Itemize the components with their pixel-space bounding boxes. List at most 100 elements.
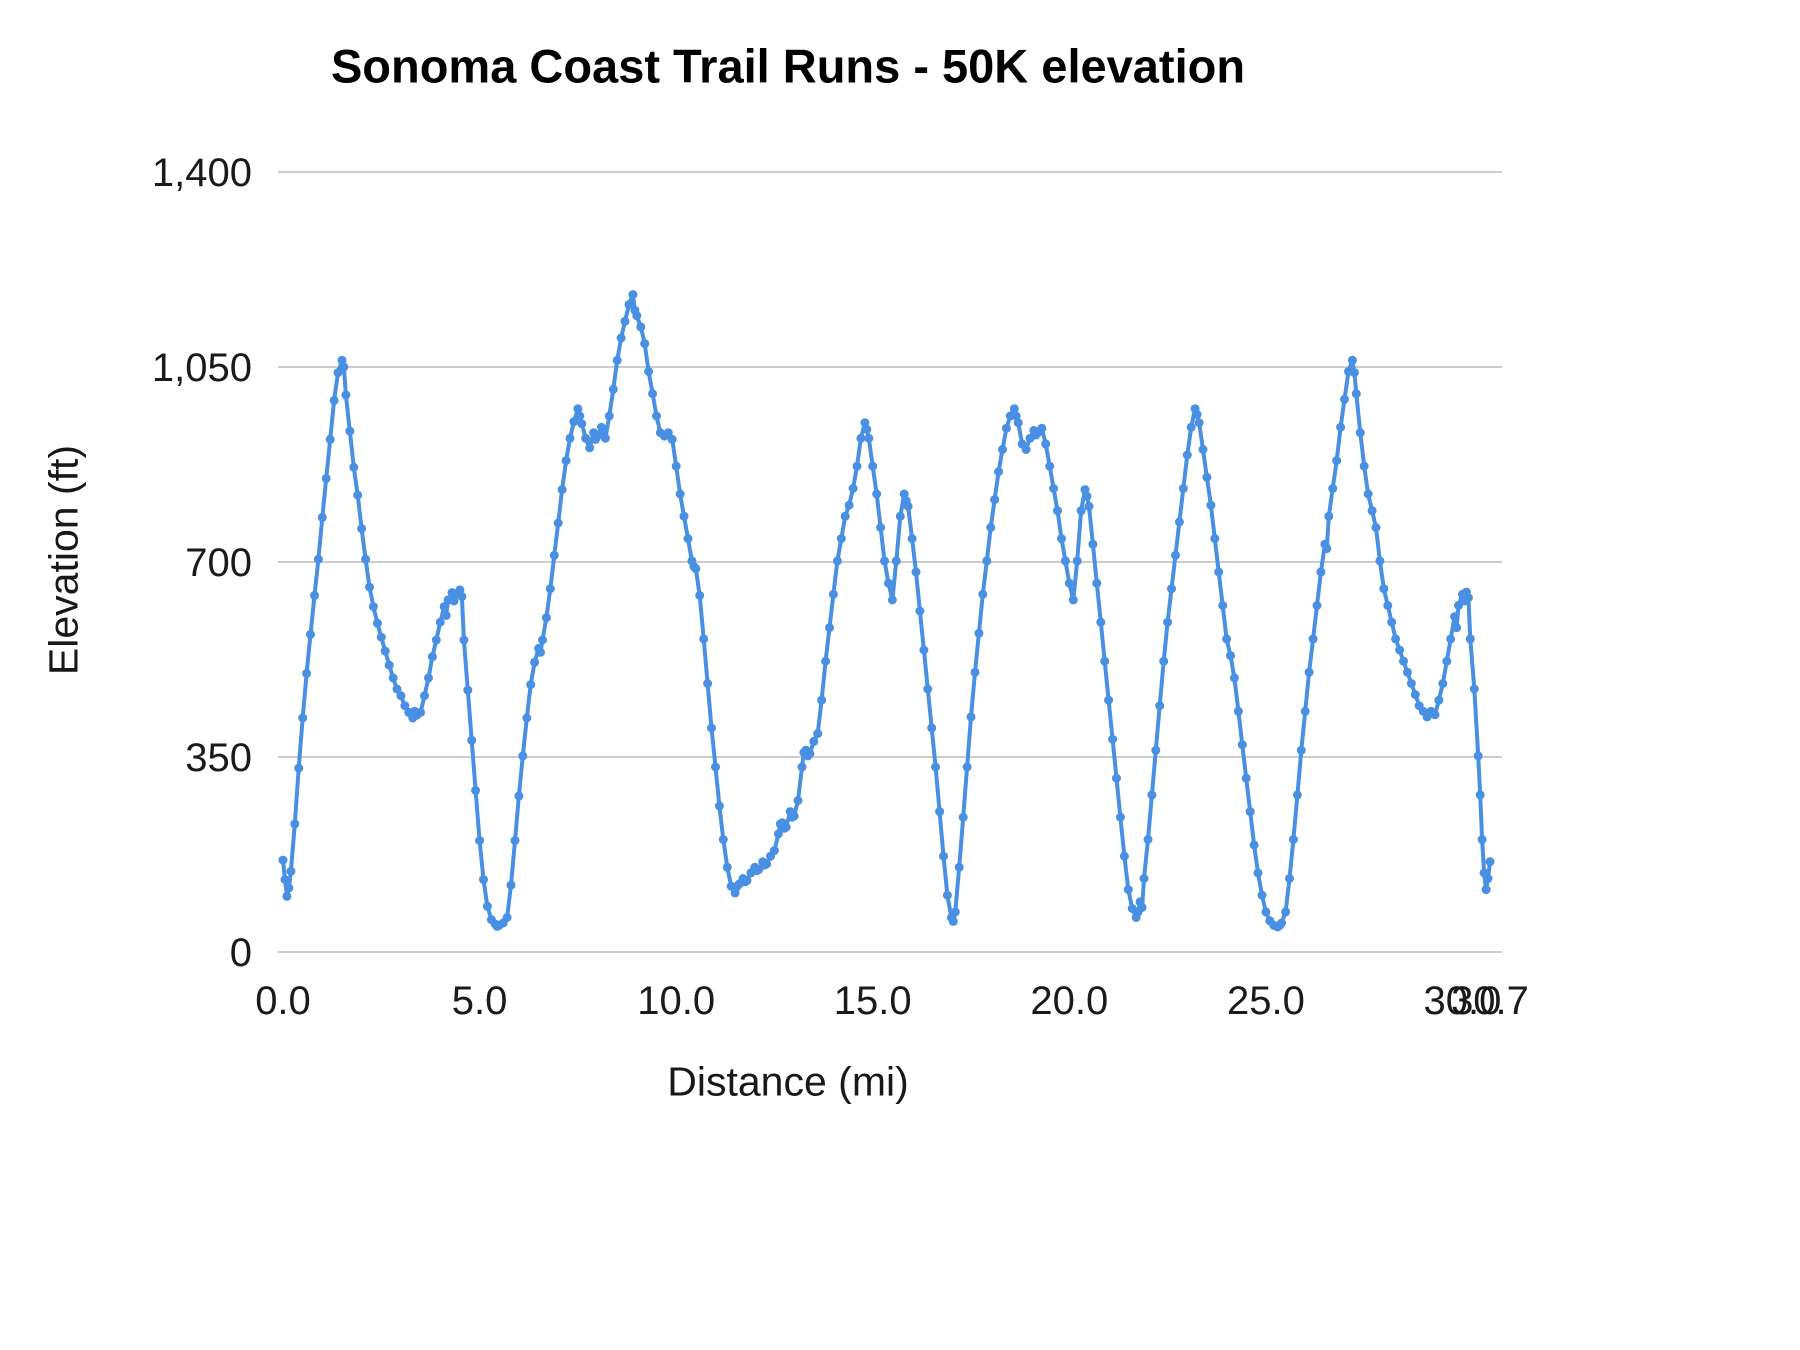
data-point-dot <box>856 433 866 443</box>
y-tick-label: 0 <box>230 931 252 975</box>
data-point-dot <box>1469 684 1479 694</box>
data-point-dot <box>1410 690 1420 700</box>
data-point-dot <box>884 578 893 588</box>
data-point-dot <box>1296 745 1306 755</box>
data-point-dot <box>310 590 319 600</box>
data-point-dot <box>1013 418 1023 428</box>
data-point-dot <box>699 634 709 644</box>
data-point-dot <box>471 785 481 795</box>
data-point-dot <box>872 489 882 499</box>
data-point-dot <box>475 836 485 846</box>
data-point-dot <box>950 907 960 917</box>
data-point-dot <box>1463 593 1473 603</box>
data-point-dot <box>1257 890 1267 900</box>
data-point-dot <box>1434 695 1444 705</box>
data-point-dot <box>424 673 433 683</box>
x-tick-label: 25.0 <box>1227 979 1305 1023</box>
data-point-dot <box>1277 918 1287 928</box>
data-point-dot <box>707 723 716 733</box>
data-point-dot <box>1182 450 1192 460</box>
data-point-dot <box>821 656 831 666</box>
data-point-dot <box>1249 840 1259 850</box>
data-point-dot <box>1322 544 1332 554</box>
data-point-dot <box>862 424 872 434</box>
data-point-dot <box>1167 584 1176 594</box>
data-point-dot <box>1222 634 1232 644</box>
data-point-dot <box>427 652 437 662</box>
data-point-dot <box>828 589 838 599</box>
data-point-dot <box>1119 851 1129 861</box>
data-point-dot <box>388 673 398 683</box>
data-point-dot <box>575 411 585 421</box>
data-point-dot <box>581 433 591 443</box>
data-point-dot <box>339 362 349 372</box>
data-point-dot <box>1037 423 1047 433</box>
data-point-dot <box>1450 612 1460 622</box>
data-point-dot <box>1324 511 1334 521</box>
data-point-dot <box>1096 617 1106 627</box>
data-point-dot <box>597 422 606 432</box>
data-point-dot <box>648 389 658 399</box>
data-point-dot <box>1151 745 1161 755</box>
data-point-dot <box>1375 556 1385 566</box>
data-point-dot <box>302 668 312 678</box>
data-point-dot <box>510 836 520 846</box>
data-point-dot <box>1194 418 1204 428</box>
data-point-dot <box>891 556 901 566</box>
data-point-dot <box>1402 667 1412 677</box>
data-point-dot <box>974 628 984 638</box>
data-point-dot <box>919 645 929 655</box>
data-point-dot <box>711 762 720 772</box>
data-point-dot <box>1155 701 1165 711</box>
data-point-dot <box>1446 634 1456 644</box>
data-point-dot <box>306 629 315 639</box>
data-point-dot <box>1387 617 1397 627</box>
data-point-dot <box>1371 523 1381 532</box>
data-point-dot <box>864 433 874 443</box>
data-point-dot <box>1285 874 1294 883</box>
data-point-dot <box>357 524 367 534</box>
data-point-dot <box>459 635 469 645</box>
data-point-dot <box>825 623 834 633</box>
data-point-dot <box>880 556 889 566</box>
data-point-dot <box>923 684 933 694</box>
data-point-dot <box>1072 556 1082 566</box>
data-point-dot <box>1206 500 1216 510</box>
data-point-dot <box>640 339 650 349</box>
data-point-dot <box>1057 534 1066 544</box>
data-point-dot <box>718 835 728 844</box>
data-point-dot <box>600 433 610 443</box>
chart-title: Sonoma Coast Trail Runs - 50K elevation <box>330 39 1246 93</box>
data-point-dot <box>1108 734 1118 744</box>
data-point-dot <box>935 807 945 817</box>
data-point-dot <box>836 534 846 544</box>
data-point-dot <box>365 582 374 592</box>
data-point-dot <box>1147 790 1157 800</box>
data-point-dot <box>1363 489 1373 499</box>
data-point-dot <box>585 443 595 453</box>
data-point-dot <box>380 646 390 656</box>
data-point-dot <box>518 751 528 761</box>
data-point-dot <box>939 851 948 861</box>
data-point-dot <box>1399 656 1408 666</box>
data-point-dot <box>1452 623 1462 633</box>
data-point-dot <box>467 735 477 745</box>
data-point-dot <box>1186 422 1196 432</box>
data-point-dot <box>1021 445 1031 454</box>
data-point-dot <box>1391 634 1401 644</box>
data-point-dot <box>573 404 583 414</box>
data-point-dot <box>652 411 661 421</box>
data-point-dot <box>1288 835 1298 844</box>
data-point-dot <box>1349 368 1359 378</box>
data-point-dot <box>722 862 732 872</box>
data-point-dot <box>1245 807 1255 817</box>
data-point-dot <box>636 322 646 332</box>
data-point-dot <box>616 333 626 343</box>
data-point-dot <box>1379 584 1389 594</box>
data-point-dot <box>298 713 308 723</box>
data-point-dot <box>773 829 783 839</box>
data-point-dot <box>1229 673 1239 683</box>
data-point-dot <box>982 556 992 566</box>
x-tick-label: 15.0 <box>834 979 912 1023</box>
